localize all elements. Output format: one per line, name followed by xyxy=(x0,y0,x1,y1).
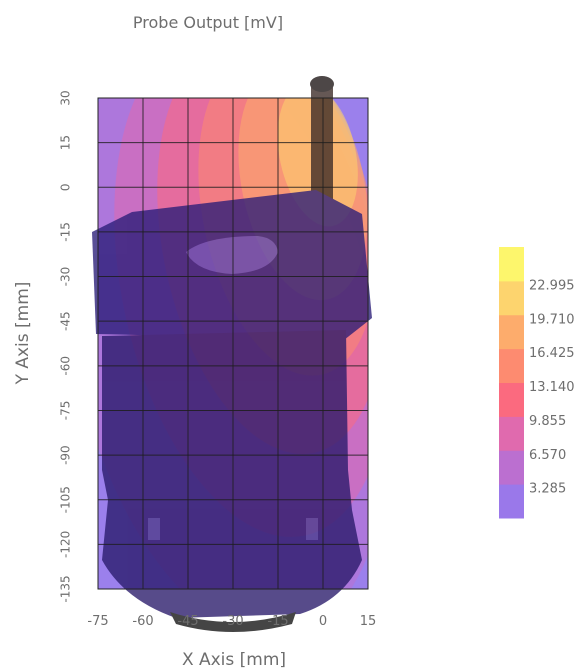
y-tick-label: -60 xyxy=(59,356,73,376)
phone-bottom xyxy=(170,612,296,632)
y-tick-label: -75 xyxy=(59,401,73,421)
legend-label: 6.570 xyxy=(529,448,566,463)
legend-swatch xyxy=(499,450,524,485)
legend-label: 19.710 xyxy=(529,312,575,327)
legend-label: 13.140 xyxy=(529,380,575,395)
legend-swatch xyxy=(499,348,524,383)
legend-swatch xyxy=(499,280,524,316)
x-tick-label: -60 xyxy=(132,614,153,629)
phone-jack-left xyxy=(148,518,160,540)
phone-jack-right xyxy=(306,518,318,540)
legend-label: 3.285 xyxy=(529,482,566,497)
y-tick-label: -15 xyxy=(59,222,73,242)
phone-photo xyxy=(92,76,372,632)
x-tick-label: -45 xyxy=(177,614,198,629)
y-tick-label: -30 xyxy=(59,267,73,287)
legend-swatch xyxy=(499,247,524,282)
legend-label: 22.995 xyxy=(529,278,575,293)
x-axis-label: X Axis [mm] xyxy=(182,650,286,670)
phone-earpiece xyxy=(186,236,278,274)
legend-label: 9.855 xyxy=(529,414,566,429)
y-tick-label: -105 xyxy=(59,486,73,513)
x-tick-label: -30 xyxy=(222,614,243,629)
legend-swatch xyxy=(499,382,524,417)
plot-border xyxy=(97,97,369,590)
y-axis-ticks: 30 15 0 -15 -30 -45 -60 -75 -90 -105 -120 -135 xyxy=(59,90,73,602)
y-tick-label: 30 xyxy=(59,90,73,105)
y-tick-label: 15 xyxy=(59,135,73,150)
legend-label: 16.425 xyxy=(529,346,575,361)
x-tick-label: 0 xyxy=(319,614,327,629)
x-axis-ticks: -75 -60 -45 -30 -15 0 15 xyxy=(87,614,376,629)
y-tick-label: 0 xyxy=(59,183,73,191)
y-tick-label: -135 xyxy=(59,575,73,602)
x-tick-label: 15 xyxy=(360,614,377,629)
y-axis-label: Y Axis [mm] xyxy=(13,282,33,386)
color-legend: 3.285 6.570 9.855 13.140 16.425 19.710 22.995 xyxy=(499,247,575,519)
x-tick-label: -15 xyxy=(267,614,288,629)
phone-body xyxy=(102,330,362,618)
legend-swatch xyxy=(499,484,524,519)
y-tick-label: -45 xyxy=(59,311,73,331)
antenna-tip xyxy=(310,76,334,92)
legend-swatch xyxy=(499,314,524,350)
legend-swatch xyxy=(499,416,524,451)
y-tick-label: -90 xyxy=(59,445,73,465)
chart-title: Probe Output [mV] xyxy=(133,13,283,32)
y-tick-label: -120 xyxy=(59,531,73,558)
x-tick-label: -75 xyxy=(87,614,108,629)
